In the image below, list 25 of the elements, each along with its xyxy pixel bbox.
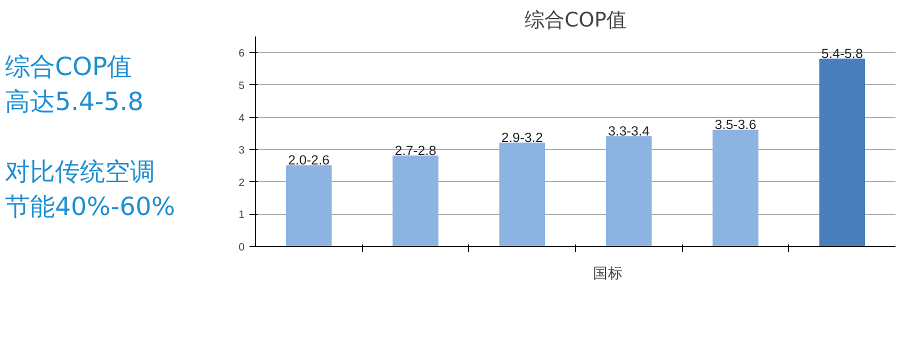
- y-tick-label: 5: [238, 80, 245, 92]
- bar: [499, 142, 546, 246]
- data-label: 3.5-3.6: [714, 117, 756, 132]
- series-label: 国标: [593, 264, 623, 282]
- bar: [392, 156, 438, 246]
- data-label: 2.9-3.2: [501, 130, 543, 146]
- data-label: 2.0-2.6: [288, 152, 330, 168]
- y-tick-label: 6: [238, 48, 245, 60]
- data-label: 2.7-2.8: [394, 143, 436, 158]
- bar: [606, 136, 652, 246]
- text: 综合COP值: [5, 51, 134, 82]
- y-tick-label: 3: [238, 144, 245, 157]
- text: 节能40%-60%: [5, 190, 176, 222]
- bar: [712, 130, 758, 246]
- data-label: 5.4-5.8: [821, 46, 863, 62]
- text: 高达5.4-5.8: [5, 86, 145, 118]
- bar: [286, 165, 332, 246]
- y-tick-label: 2: [238, 176, 245, 189]
- bar: [819, 58, 866, 246]
- text: 对比传统空调: [5, 156, 156, 187]
- data-label: 3.3-3.4: [608, 124, 650, 139]
- y-tick-label: 4: [238, 112, 245, 124]
- y-tick-label: 0: [238, 242, 245, 254]
- chart-title: 综合COP值: [524, 8, 626, 32]
- y-tick-label: 1: [238, 209, 245, 222]
